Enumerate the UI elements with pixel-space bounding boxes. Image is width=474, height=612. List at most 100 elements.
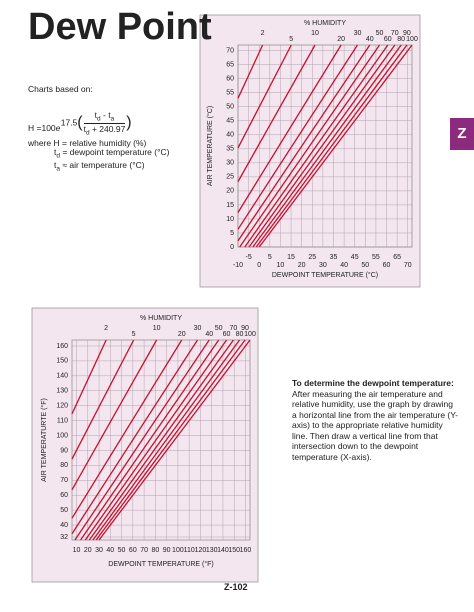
page-number: Z-102 xyxy=(224,582,248,592)
humidity-line xyxy=(95,339,246,541)
humidity-label: 2 xyxy=(261,30,265,37)
plot-border xyxy=(237,44,413,248)
y-tick-label: 50 xyxy=(60,507,68,514)
x-tick-label: 10 xyxy=(277,262,285,269)
y-tick-label: 32 xyxy=(60,534,68,541)
formula-part: ≈ air temperature (°C) xyxy=(60,159,145,170)
y-tick-label: 90 xyxy=(60,447,68,454)
x-tick-label: 80 xyxy=(151,547,159,554)
formula-part: - t xyxy=(100,110,111,120)
humidity-label: 60 xyxy=(223,331,231,338)
y-tick-label: 80 xyxy=(60,462,68,469)
humidity-line xyxy=(74,339,210,541)
humidity-label: 10 xyxy=(311,30,319,37)
humidity-label: 60 xyxy=(384,36,392,43)
humidity-line xyxy=(239,44,381,248)
humidity-line xyxy=(237,44,264,99)
humidity-line xyxy=(80,339,220,541)
humidity-label: 40 xyxy=(366,36,374,43)
denominator: td + 240.97 xyxy=(84,124,126,137)
chart-title: % HUMIDITY xyxy=(140,315,182,322)
paren: ( xyxy=(77,114,83,132)
humidity-line xyxy=(92,339,241,541)
humidity-line xyxy=(84,339,228,541)
humidity-label: 70 xyxy=(230,325,238,332)
humidity-line xyxy=(237,44,292,149)
y-tick-label: 110 xyxy=(57,417,68,424)
humidity-label: 100 xyxy=(406,36,418,43)
y-tick-label: 5 xyxy=(230,230,234,237)
formula-part: a xyxy=(110,115,115,123)
x-tick-label: 30 xyxy=(95,547,103,554)
x-tick-label: 5 xyxy=(268,254,272,261)
where-line: td = dewpoint temperature (°C) xyxy=(28,148,169,161)
formula-factor: 17.5 xyxy=(60,117,78,128)
humidity-line xyxy=(98,339,251,541)
x-tick-label: 35 xyxy=(330,254,338,261)
fraction: td - ta td + 240.97 xyxy=(83,110,126,137)
section-tab: Z xyxy=(450,118,474,150)
where-line: ta ≈ air temperature (°C) xyxy=(28,159,169,174)
formula-part: a xyxy=(56,165,60,173)
humidity-line xyxy=(71,339,107,415)
paren: ) xyxy=(126,114,132,132)
x-tick-label: 70 xyxy=(140,547,148,554)
y-tick-label: 140 xyxy=(56,373,68,380)
humidity-line xyxy=(237,44,342,213)
x-tick-label: 65 xyxy=(393,254,401,261)
humidity-label: 80 xyxy=(397,36,405,43)
y-tick-label: 70 xyxy=(60,477,68,484)
humidity-line xyxy=(237,44,371,242)
x-axis-label: DEWPOINT TEMPERATURE (°F) xyxy=(108,560,213,568)
humidity-label: 20 xyxy=(178,331,186,338)
y-tick-label: 40 xyxy=(226,132,234,139)
y-tick-label: 25 xyxy=(226,174,234,181)
note-heading: To determine the dewpoint temperature: xyxy=(292,378,454,388)
x-tick-label: 0 xyxy=(257,262,261,269)
humidity-line xyxy=(71,339,158,491)
x-tick-label: 45 xyxy=(351,254,359,261)
humidity-line xyxy=(71,339,199,535)
humidity-label: 50 xyxy=(376,30,384,37)
formula-part: + 240.97 xyxy=(89,123,126,134)
y-tick-label: 150 xyxy=(56,358,68,365)
y-tick-label: 70 xyxy=(226,47,234,54)
x-tick-label: 130 xyxy=(206,547,218,554)
x-axis-label: DEWPOINT TEMPERATURE (°C) xyxy=(272,271,378,279)
note-body: After measuring the air temperature and … xyxy=(292,388,458,462)
x-tick-label: 110 xyxy=(184,547,195,554)
x-tick-label: 10 xyxy=(73,547,81,554)
x-tick-label: 60 xyxy=(129,547,137,554)
chart-title: % HUMIDITY xyxy=(304,20,346,27)
formula-equation: H =100e xyxy=(28,123,60,133)
formula-part: d xyxy=(56,152,60,160)
x-tick-label: 90 xyxy=(163,547,171,554)
humidity-label: 30 xyxy=(194,325,202,332)
formula-part: H =100 xyxy=(28,123,56,133)
humidity-label: 50 xyxy=(215,325,223,332)
formula-part: t xyxy=(94,110,98,120)
humidity-label: 80 xyxy=(236,331,244,338)
humidity-line xyxy=(258,44,413,248)
formula-part: e xyxy=(55,123,61,133)
y-tick-label: 45 xyxy=(226,118,234,125)
humidity-label: 5 xyxy=(132,331,136,338)
formula-part: t xyxy=(54,147,57,157)
y-axis-label: AIR TEMPERATURTE (°F) xyxy=(40,398,48,482)
y-tick-label: 60 xyxy=(60,492,68,499)
y-tick-label: 120 xyxy=(56,403,68,410)
humidity-line xyxy=(237,44,359,230)
y-tick-label: 35 xyxy=(226,146,234,153)
x-tick-label: 25 xyxy=(308,254,316,261)
y-tick-label: 100 xyxy=(56,432,68,439)
humidity-line xyxy=(252,44,402,248)
plot-area xyxy=(238,45,412,247)
y-tick-label: 160 xyxy=(56,343,68,350)
humidity-label: 5 xyxy=(289,36,293,43)
x-tick-label: 40 xyxy=(106,547,114,554)
note: To determine the dewpoint temperature: A… xyxy=(292,378,460,462)
formula-exponent: 17.5(td - ta td + 240.97) xyxy=(56,100,132,136)
x-tick-label: 70 xyxy=(404,262,412,269)
x-tick-label: 140 xyxy=(217,547,229,554)
